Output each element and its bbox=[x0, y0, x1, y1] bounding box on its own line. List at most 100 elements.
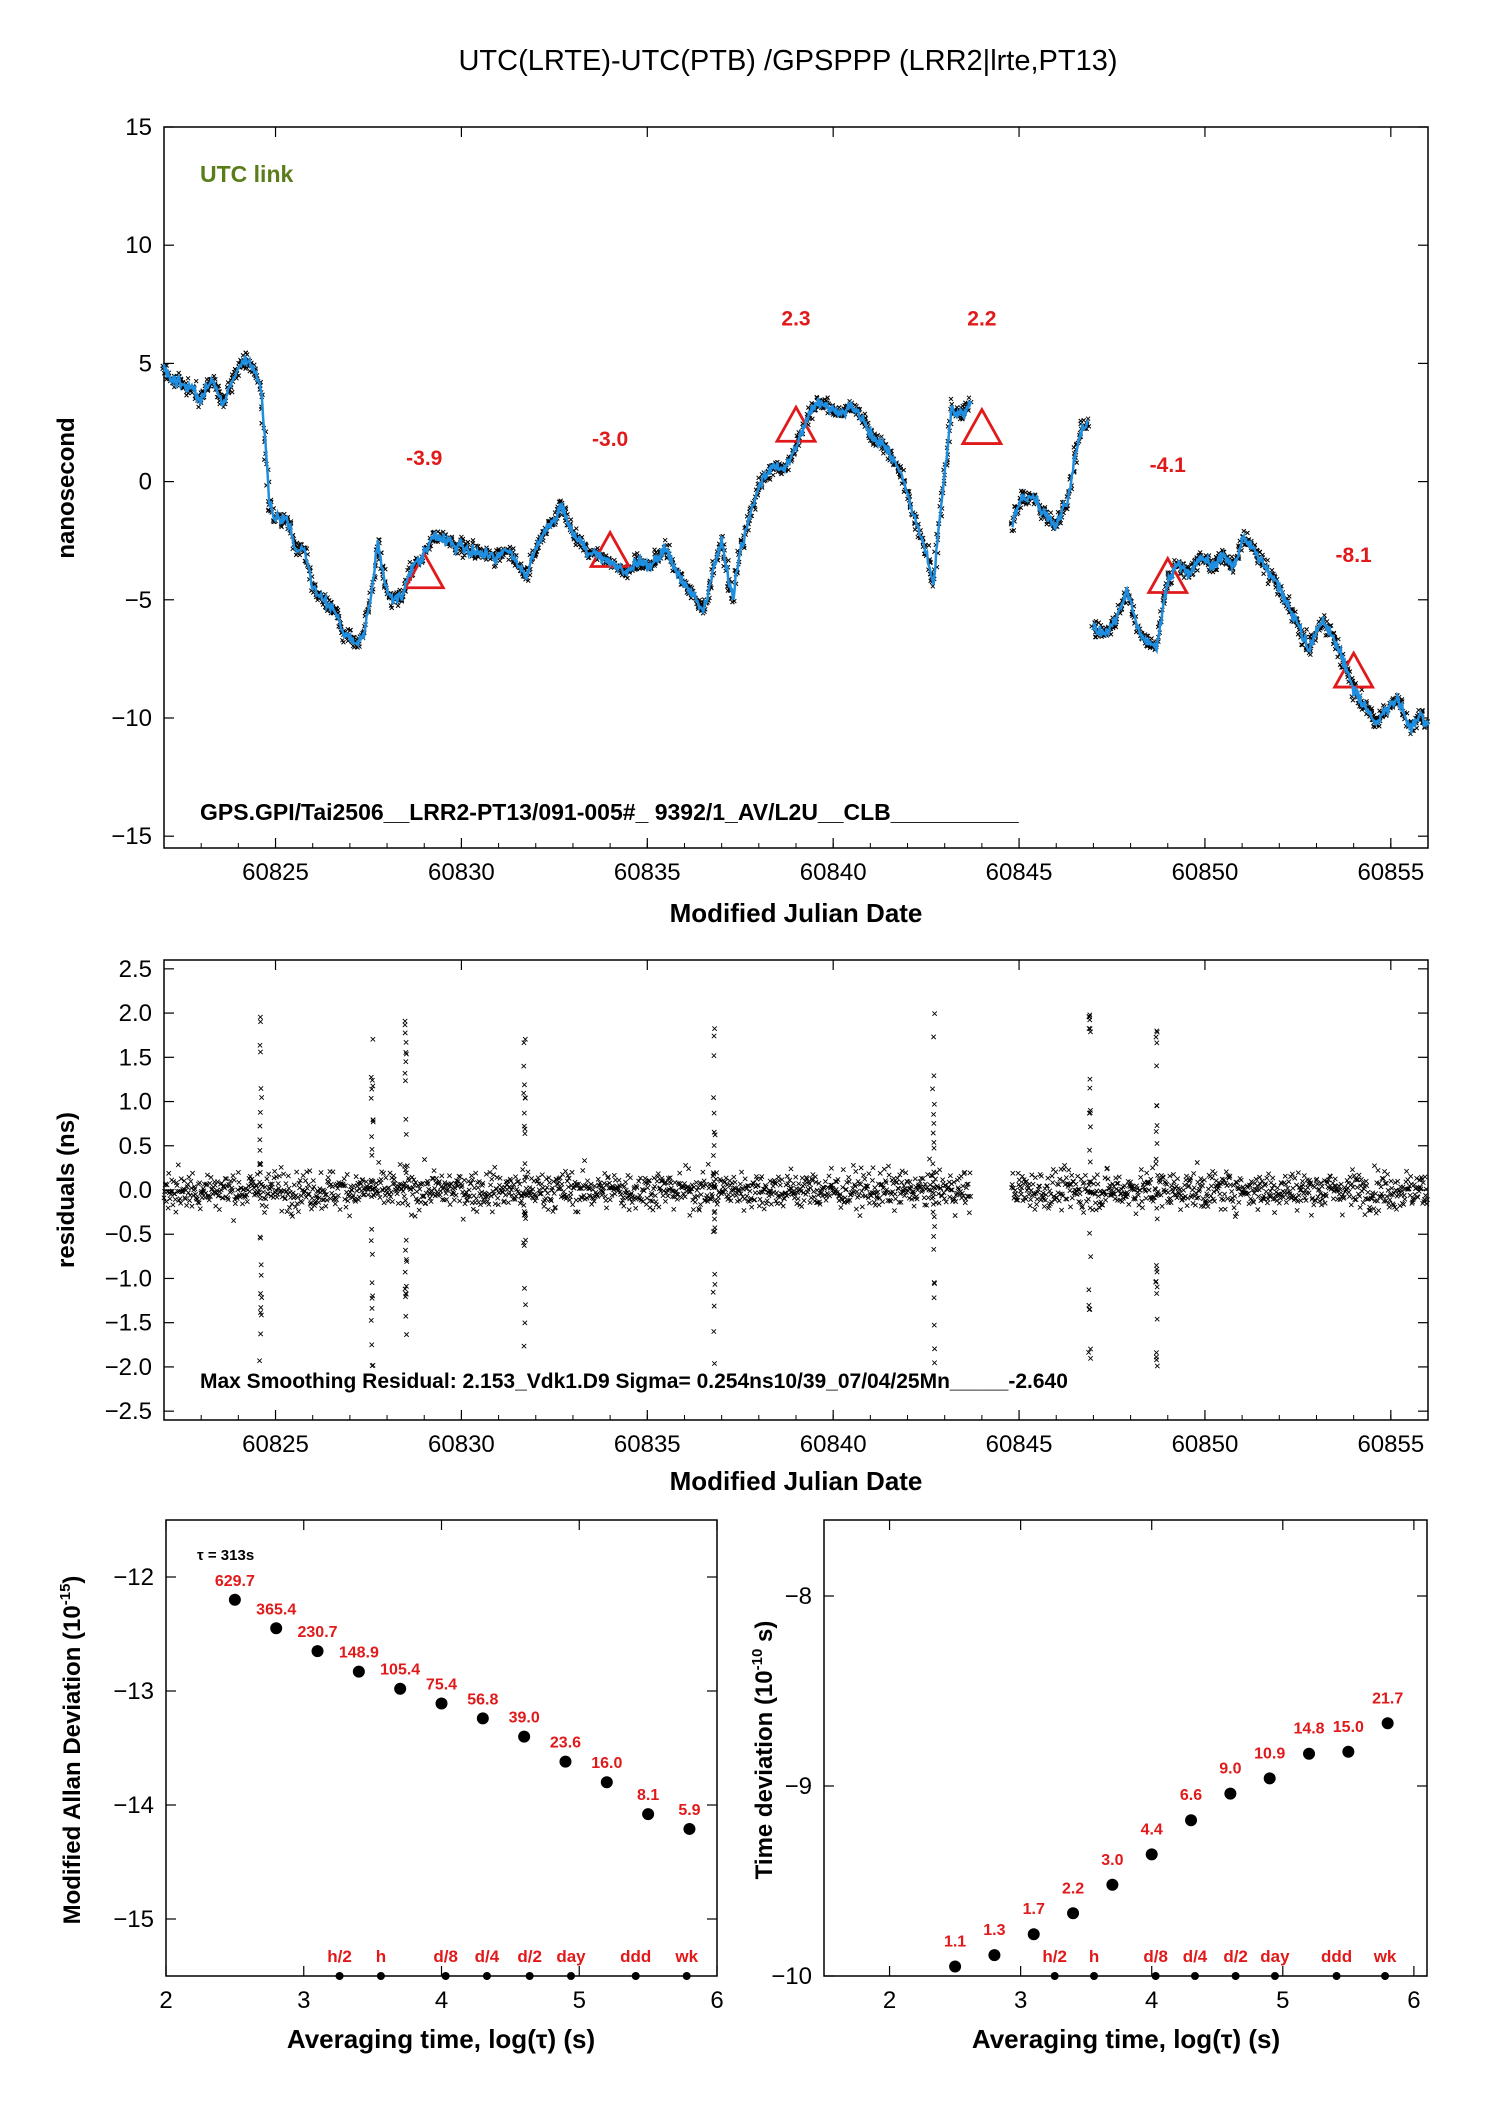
residual-point bbox=[521, 1123, 527, 1129]
residual-point bbox=[1351, 1173, 1357, 1179]
residual-point bbox=[858, 1165, 864, 1171]
residual-point bbox=[203, 1190, 209, 1196]
residual-point bbox=[258, 1331, 264, 1337]
residual-point bbox=[383, 1175, 389, 1181]
residual-point bbox=[522, 1095, 528, 1101]
residual-point bbox=[257, 1137, 263, 1143]
residual-point bbox=[857, 1213, 863, 1219]
residual-point bbox=[931, 1214, 937, 1220]
residual-point bbox=[739, 1169, 745, 1175]
time-series-xtick-label: 60835 bbox=[614, 859, 681, 886]
raw-point bbox=[966, 395, 972, 401]
residual-point bbox=[650, 1207, 656, 1213]
marker-triangle bbox=[960, 406, 1004, 445]
residual-point bbox=[580, 1167, 586, 1174]
raw-point bbox=[229, 389, 235, 395]
residual-point bbox=[936, 1200, 942, 1206]
residual-point bbox=[1136, 1202, 1142, 1208]
residual-point bbox=[165, 1205, 171, 1211]
residual-point bbox=[1376, 1208, 1382, 1214]
residual-point bbox=[799, 1203, 805, 1210]
residual-point bbox=[423, 1200, 429, 1206]
time-series-xtick-label: 60840 bbox=[800, 859, 867, 886]
residual-point bbox=[186, 1174, 192, 1180]
residual-point bbox=[1220, 1197, 1226, 1203]
residual-point bbox=[316, 1199, 322, 1205]
residual-point bbox=[495, 1195, 501, 1201]
residual-point bbox=[275, 1181, 281, 1187]
residual-point bbox=[1027, 1203, 1033, 1209]
residual-point bbox=[258, 1262, 264, 1268]
residual-point bbox=[491, 1172, 497, 1178]
raw-point bbox=[753, 507, 758, 512]
residual-point bbox=[1032, 1206, 1038, 1212]
residual-point bbox=[395, 1200, 401, 1206]
residuals-ytick-label: −2.0 bbox=[105, 1354, 152, 1381]
residual-point bbox=[1423, 1192, 1429, 1198]
residual-point bbox=[259, 1295, 265, 1301]
residuals-xtick-label: 60830 bbox=[428, 1431, 495, 1458]
residual-point bbox=[235, 1169, 241, 1175]
residual-point bbox=[439, 1173, 445, 1179]
residual-point bbox=[1212, 1171, 1218, 1177]
marker-label: -3.0 bbox=[592, 428, 628, 451]
residual-point bbox=[1138, 1167, 1144, 1173]
residual-point bbox=[299, 1199, 305, 1205]
raw-point bbox=[243, 350, 249, 356]
residual-point bbox=[402, 1247, 408, 1253]
residual-point bbox=[870, 1165, 876, 1171]
residual-point bbox=[418, 1199, 424, 1205]
residual-point bbox=[1365, 1189, 1371, 1195]
residual-point bbox=[1296, 1192, 1302, 1198]
residual-point bbox=[561, 1189, 567, 1195]
residual-point bbox=[1357, 1204, 1363, 1210]
marker-label: -3.9 bbox=[406, 447, 442, 470]
residual-point bbox=[1094, 1172, 1100, 1178]
residual-point bbox=[1067, 1204, 1074, 1210]
residual-point bbox=[881, 1166, 887, 1172]
residual-point bbox=[520, 1167, 526, 1173]
residual-point bbox=[259, 1202, 265, 1208]
residual-point bbox=[611, 1172, 617, 1178]
residual-point bbox=[281, 1171, 287, 1177]
residual-point bbox=[947, 1173, 953, 1179]
residual-point bbox=[711, 1110, 717, 1116]
raw-point bbox=[664, 543, 670, 548]
residual-point bbox=[272, 1168, 278, 1174]
residuals-ytick-label: 0.0 bbox=[119, 1177, 152, 1204]
residual-point bbox=[801, 1198, 807, 1204]
residual-point bbox=[163, 1199, 169, 1205]
residual-point bbox=[170, 1202, 176, 1208]
residual-point bbox=[257, 1147, 263, 1153]
residual-point bbox=[461, 1177, 467, 1183]
residual-point bbox=[542, 1187, 548, 1193]
time-series-xtick-label: 60825 bbox=[242, 859, 309, 886]
residual-point bbox=[711, 1053, 717, 1059]
residual-point bbox=[369, 1146, 375, 1152]
residual-point bbox=[937, 1167, 943, 1173]
residual-point bbox=[189, 1203, 195, 1209]
residual-point bbox=[1401, 1192, 1407, 1198]
residual-point bbox=[627, 1175, 633, 1181]
residual-point bbox=[1315, 1194, 1321, 1200]
residual-point bbox=[1314, 1181, 1320, 1187]
residual-point bbox=[826, 1173, 832, 1179]
residual-point bbox=[369, 1251, 375, 1257]
residual-point bbox=[412, 1213, 418, 1219]
residual-point bbox=[403, 1059, 409, 1065]
residual-point bbox=[642, 1175, 648, 1181]
residual-point bbox=[173, 1209, 179, 1215]
residual-points bbox=[161, 1011, 1430, 1369]
residual-point bbox=[891, 1208, 897, 1214]
residual-point bbox=[764, 1198, 770, 1204]
residual-point bbox=[1362, 1212, 1368, 1218]
residual-point bbox=[356, 1194, 362, 1200]
raw-point bbox=[293, 552, 299, 558]
residual-point bbox=[1192, 1202, 1198, 1208]
marker-label: -4.1 bbox=[1150, 454, 1187, 477]
residual-point bbox=[369, 1226, 375, 1232]
residual-point bbox=[759, 1200, 765, 1206]
residual-point bbox=[700, 1169, 706, 1175]
raw-point bbox=[1265, 581, 1271, 587]
residual-point bbox=[866, 1200, 872, 1206]
